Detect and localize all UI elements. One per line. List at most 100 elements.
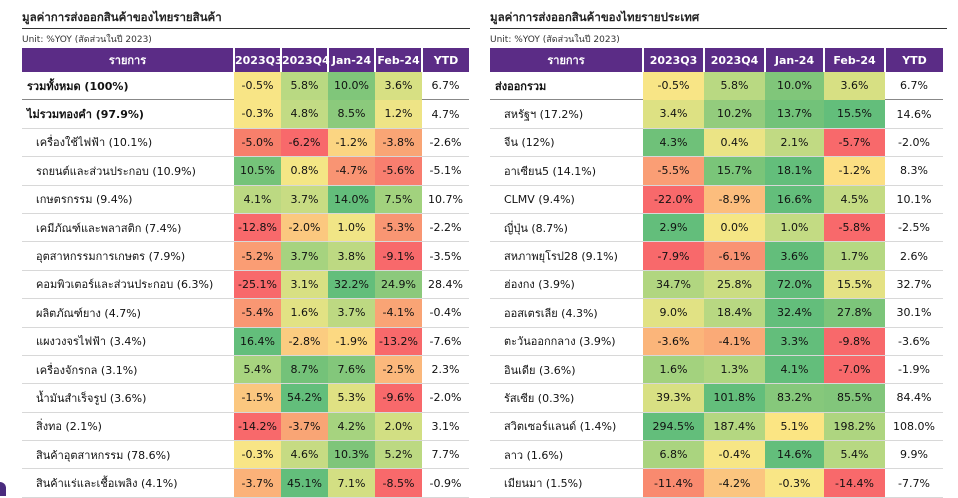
right-column-header: YTD [884, 48, 943, 72]
row-label: สิ่งทอ (2.1%) [22, 412, 234, 442]
table-row: ฮ่องกง (3.9%) 34.7% 25.8% 72.0% 15.5% 32.7% [490, 270, 943, 300]
value-cell: 5.1% [765, 412, 824, 442]
value-cell: -5.3% [375, 213, 422, 243]
value-cell: 4.5% [824, 185, 885, 214]
row-label: รัสเซีย (0.3%) [490, 383, 643, 413]
value-cell: 198.2% [824, 412, 885, 442]
value-cell: -5.5% [643, 156, 704, 186]
ytd-cell: 7.7% [422, 440, 469, 470]
right-title-rule [490, 28, 947, 29]
table-row: น้ำมันสำเร็จรูป (3.6%) -1.5% 54.2% 5.3% -9.6… [22, 383, 469, 413]
value-cell: 16.4% [234, 327, 281, 356]
value-cell: 34.7% [643, 270, 704, 300]
table-row: รถยนต์และส่วนประกอบ (10.9%) 10.5% 0.8% -4.7… [22, 156, 469, 186]
row-label: น้ำมันสำเร็จรูป (3.6%) [22, 383, 234, 413]
row-label: ญี่ปุ่น (8.7%) [490, 213, 643, 243]
value-cell: 45.1% [281, 468, 328, 498]
value-cell: -9.6% [375, 383, 422, 413]
ytd-cell: -2.6% [422, 128, 469, 158]
value-cell: -5.6% [375, 156, 422, 186]
row-label: สหรัฐฯ (17.2%) [490, 99, 643, 129]
value-cell: -7.0% [824, 355, 885, 385]
table-row: ผลิตภัณฑ์ยาง (4.7%) -5.4% 1.6% 3.7% -4.1% -0.… [22, 298, 469, 328]
value-cell: -11.4% [643, 468, 704, 498]
value-cell: -22.0% [643, 185, 704, 214]
value-cell: 13.7% [765, 99, 824, 129]
value-cell: 3.3% [765, 327, 824, 356]
ytd-cell: 9.9% [885, 440, 943, 470]
value-cell: -8.5% [375, 468, 422, 498]
left-panel-title: มูลค่าการส่งออกสินค้าของไทยรายสินค้า [22, 10, 222, 24]
table-row: เครื่องใช้ไฟฟ้า (10.1%) -5.0% -6.2% -1.2% -3… [22, 128, 469, 158]
value-cell: 2.1% [765, 128, 824, 158]
value-cell: 0.4% [704, 128, 765, 158]
value-cell: -13.2% [375, 327, 422, 356]
row-label: อินเดีย (3.6%) [490, 355, 643, 385]
ytd-cell: -2.5% [885, 213, 943, 243]
ytd-cell: 6.7% [422, 72, 469, 101]
value-cell: 10.0% [328, 72, 375, 100]
ytd-cell: -0.4% [422, 298, 469, 328]
row-label: ตะวันออกกลาง (3.9%) [490, 327, 643, 356]
value-cell: -1.5% [234, 383, 281, 413]
value-cell: -9.1% [375, 241, 422, 271]
value-cell: -25.1% [234, 270, 281, 300]
value-cell: -4.2% [704, 468, 765, 498]
table-row: ออสเตรเลีย (4.3%) 9.0% 18.4% 32.4% 27.8% 30.1… [490, 298, 943, 328]
table-row: สหรัฐฯ (17.2%) 3.4% 10.2% 13.7% 15.5% 14.6% [490, 99, 943, 129]
value-cell: 5.4% [234, 355, 281, 385]
value-cell: 101.8% [704, 383, 765, 413]
value-cell: -3.8% [375, 128, 422, 158]
ytd-cell: 108.0% [885, 412, 943, 442]
row-label: ส่งออกรวม [490, 72, 643, 101]
value-cell: 85.5% [824, 383, 885, 413]
value-cell: 72.0% [765, 270, 824, 300]
value-cell: 1.3% [704, 355, 765, 385]
value-cell: 3.7% [328, 298, 375, 328]
value-cell: -14.2% [234, 412, 281, 442]
ytd-cell: 28.4% [422, 270, 469, 300]
row-label: สวิตเซอร์แลนด์ (1.4%) [490, 412, 643, 442]
value-cell: -12.8% [234, 213, 281, 243]
ytd-cell: -0.9% [422, 468, 469, 498]
value-cell: 2.9% [643, 213, 704, 243]
value-cell: 3.7% [281, 241, 328, 271]
table-row: คอมพิวเตอร์และส่วนประกอบ (6.3%) -25.1% 3.1… [22, 270, 469, 300]
value-cell: 2.0% [375, 412, 422, 442]
value-cell: 32.2% [328, 270, 375, 300]
ytd-cell: 3.1% [422, 412, 469, 442]
value-cell: 32.4% [765, 298, 824, 328]
value-cell: 14.6% [765, 440, 824, 470]
value-cell: 6.8% [643, 440, 704, 470]
value-cell: -0.3% [765, 468, 824, 498]
value-cell: -4.7% [328, 156, 375, 186]
value-cell: -3.7% [281, 412, 328, 442]
value-cell: -3.7% [234, 468, 281, 498]
row-label: แผงวงจรไฟฟ้า (3.4%) [22, 327, 234, 356]
value-cell: 18.4% [704, 298, 765, 328]
table-row: อินเดีย (3.6%) 1.6% 1.3% 4.1% -7.0% -1.9% [490, 355, 943, 385]
right-column-header: รายการ [490, 48, 643, 72]
row-label: ไม่รวมทองคำ (97.9%) [22, 99, 234, 129]
right-column-header: 2023Q3 [642, 48, 704, 72]
ytd-cell: -1.9% [885, 355, 943, 385]
table-row: ตะวันออกกลาง (3.9%) -3.6% -4.1% 3.3% -9.8% -3… [490, 327, 943, 356]
value-cell: 15.7% [704, 156, 765, 186]
table-row: ส่งออกรวม -0.5% 5.8% 10.0% 3.6% 6.7% [490, 72, 943, 101]
row-label: อาเซียน5 (14.1%) [490, 156, 643, 186]
value-cell: -3.6% [643, 327, 704, 356]
row-label: สหภาพยุโรป28 (9.1%) [490, 241, 643, 271]
value-cell: 14.0% [328, 185, 375, 214]
value-cell: 4.2% [328, 412, 375, 442]
value-cell: -1.9% [328, 327, 375, 356]
value-cell: -5.2% [234, 241, 281, 271]
right-export-table: รายการ 2023Q3 2023Q4 Jan-24 Feb-24 YTD ส่งออก… [490, 48, 943, 498]
value-cell: -9.8% [824, 327, 885, 356]
value-cell: 1.6% [643, 355, 704, 385]
value-cell: 10.0% [765, 72, 824, 100]
value-cell: 4.3% [643, 128, 704, 158]
value-cell: -5.7% [824, 128, 885, 158]
value-cell: 1.6% [281, 298, 328, 328]
ytd-cell: 14.6% [885, 99, 943, 129]
value-cell: 3.6% [824, 72, 885, 100]
